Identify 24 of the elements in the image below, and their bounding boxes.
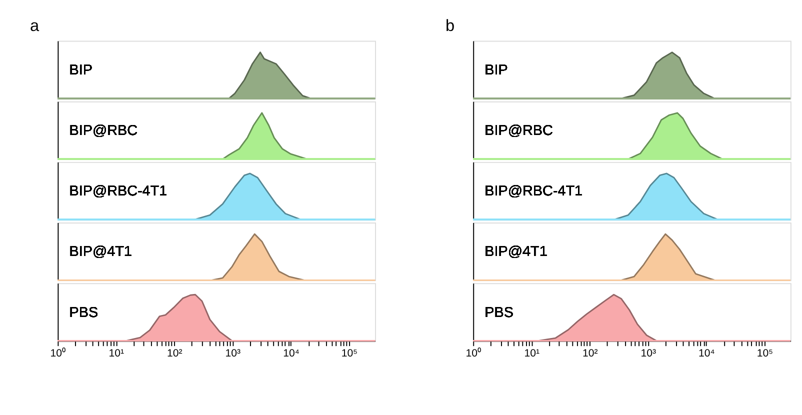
- text: BIP@4T1: [69, 244, 132, 260]
- text: BIP@RBC: [484, 123, 553, 140]
- chart-title: b: [445, 17, 455, 36]
- x-tick-label: 10²: [582, 348, 598, 360]
- x-tick-label: 10²: [167, 348, 183, 360]
- x-tick-label: 10⁴: [698, 348, 716, 360]
- x-tick-label: 10⁴: [283, 348, 300, 360]
- x-tick-label: 10⁰: [50, 348, 66, 360]
- text: BIP: [484, 62, 508, 78]
- text: BIP@4T1: [484, 244, 548, 260]
- chart-title: a: [30, 17, 40, 36]
- text: PBS: [484, 304, 514, 321]
- text: BIP@RBC-4T1: [69, 184, 168, 200]
- text: BIP@RBC-4T1: [484, 184, 583, 200]
- text: BIP: [69, 62, 92, 78]
- x-tick-label: 10⁰: [466, 348, 482, 360]
- text: BIP@RBC: [69, 123, 138, 140]
- x-tick-label: 10⁵: [756, 348, 773, 360]
- x-tick-label: 10¹: [108, 348, 125, 360]
- x-tick-label: 10⁵: [341, 348, 358, 360]
- x-tick-label: 10³: [225, 348, 242, 360]
- text: PBS: [69, 304, 98, 321]
- x-tick-label: 10³: [640, 348, 656, 360]
- x-tick-label: 10¹: [524, 348, 540, 360]
